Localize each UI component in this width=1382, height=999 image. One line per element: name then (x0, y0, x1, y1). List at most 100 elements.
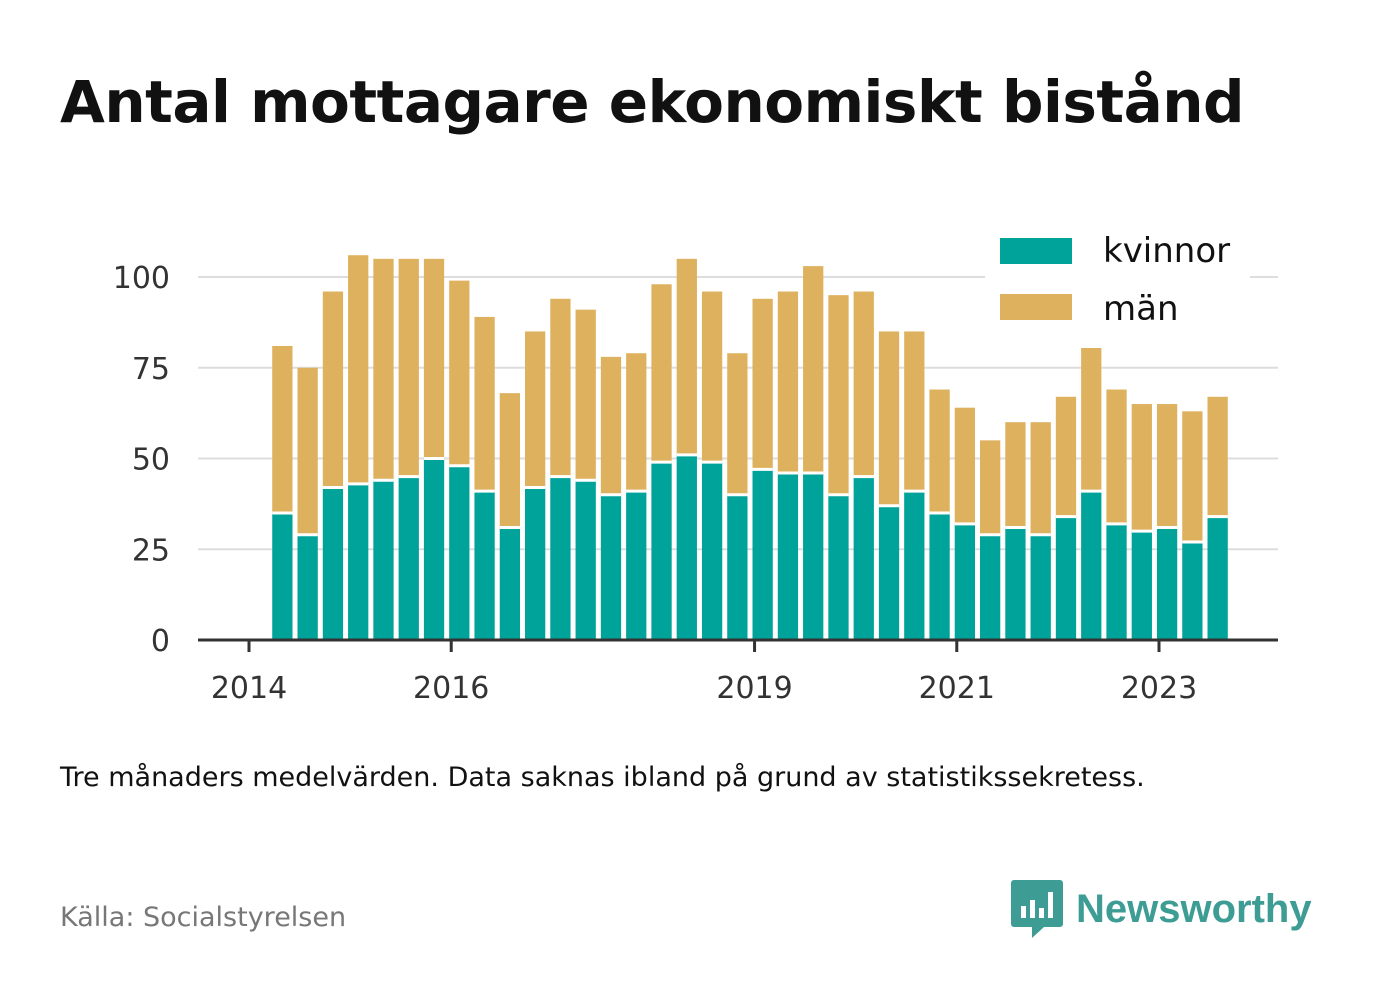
bar-man (752, 298, 773, 470)
bar-kvinnor (878, 505, 900, 640)
bar-man (1156, 404, 1178, 528)
brand-logo[interactable]: Newsworthy (1010, 878, 1312, 940)
bar-man (828, 295, 849, 495)
y-tick-label: 75 (132, 352, 170, 387)
bar-kvinnor (398, 476, 419, 640)
bar-man (373, 258, 394, 481)
bar-kvinnor (272, 512, 293, 640)
bar-man (1182, 411, 1203, 542)
legend-swatch-kvinnor (1000, 238, 1072, 264)
legend-label-kvinnor: kvinnor (1103, 231, 1230, 271)
x-tick-label: 2019 (716, 671, 792, 706)
bar-man (980, 440, 1001, 535)
brand-name: Newsworthy (1076, 886, 1312, 931)
bar-man (904, 331, 925, 492)
bar-man (1081, 345, 1102, 492)
bar-man (878, 331, 900, 506)
y-tick-label: 100 (113, 261, 170, 296)
bar-kvinnor (449, 465, 470, 640)
axis-layer: 0 25 50 75 100 2014 2016 2019 2021 2023 (113, 261, 1278, 706)
bar-man (423, 258, 445, 459)
bar-kvinnor (348, 483, 369, 640)
bar-man (575, 309, 596, 481)
bar-kvinnor (752, 469, 773, 640)
bar-kvinnor (777, 473, 799, 640)
bar-kvinnor (929, 512, 950, 640)
x-tick-label: 2023 (1121, 671, 1197, 706)
y-tick-label: 50 (132, 443, 170, 478)
bar-kvinnor (828, 494, 849, 640)
bar-man (676, 258, 697, 455)
bar-kvinnor (1106, 523, 1127, 640)
bar-man (727, 353, 748, 495)
bar-kvinnor (423, 458, 445, 640)
bar-man (954, 407, 976, 524)
y-tick-label: 0 (151, 624, 170, 659)
bar-kvinnor (1131, 531, 1152, 640)
bar-man (525, 331, 546, 488)
x-tick-label: 2021 (919, 671, 995, 706)
bar-kvinnor (1030, 534, 1051, 640)
bar-man (499, 393, 521, 528)
bar-kvinnor (904, 491, 925, 640)
bar-kvinnor (853, 476, 874, 640)
bar-kvinnor (651, 462, 672, 640)
bar-man (853, 291, 874, 477)
bar-man (600, 356, 622, 495)
bar-man (272, 345, 293, 513)
bar-man (1131, 404, 1152, 532)
y-tick-label: 25 (132, 533, 170, 568)
bar-kvinnor (1005, 527, 1026, 640)
bar-kvinnor (550, 476, 571, 640)
bar-kvinnor (297, 534, 318, 640)
bar-man (1055, 396, 1077, 517)
bar-man (398, 258, 419, 477)
bar-man (348, 255, 369, 484)
bar-kvinnor (600, 494, 622, 640)
bar-kvinnor (1182, 541, 1203, 640)
bar-layer (272, 255, 1228, 640)
bar-man (1106, 389, 1127, 524)
legend: kvinnor män (985, 222, 1250, 348)
bar-kvinnor (373, 480, 394, 640)
bar-man (1207, 396, 1228, 517)
bar-kvinnor (1081, 491, 1102, 640)
bar-man (626, 353, 647, 492)
bar-man (474, 316, 495, 492)
bar-kvinnor (474, 491, 495, 640)
bar-man (777, 291, 799, 474)
bar-man (651, 284, 672, 463)
bar-kvinnor (499, 527, 521, 640)
bar-kvinnor (525, 487, 546, 640)
legend-swatch-man (1000, 294, 1072, 320)
newsworthy-logo-icon (1011, 880, 1063, 938)
bar-man (929, 389, 950, 513)
x-tick-label: 2014 (211, 671, 287, 706)
bar-kvinnor (1207, 516, 1228, 640)
bar-kvinnor (1055, 516, 1077, 640)
bar-kvinnor (727, 494, 748, 640)
x-tick-label: 2016 (413, 671, 489, 706)
bar-man (1030, 422, 1051, 535)
bar-kvinnor (954, 523, 976, 640)
bar-man (449, 280, 470, 466)
chart-note: Tre månaders medelvärden. Data saknas ib… (60, 762, 1145, 793)
stacked-bar-chart: 0 25 50 75 100 2014 2016 2019 2021 2023 kvinnor mä… (112, 222, 1278, 706)
bar-man (803, 266, 824, 474)
bar-kvinnor (575, 480, 596, 640)
bar-man (550, 298, 571, 477)
bar-man (297, 367, 318, 535)
bar-kvinnor (701, 462, 723, 640)
bar-man (322, 291, 344, 488)
bar-kvinnor (322, 487, 344, 640)
bar-kvinnor (676, 454, 697, 640)
bar-kvinnor (803, 473, 824, 640)
bar-kvinnor (980, 534, 1001, 640)
legend-label-man: män (1103, 289, 1179, 329)
bar-kvinnor (626, 491, 647, 640)
chart-title: Antal mottagare ekonomiskt bistånd (60, 68, 1245, 136)
bar-kvinnor (1156, 527, 1178, 640)
bar-man (701, 291, 723, 463)
bar-man (1005, 422, 1026, 528)
source-text: Källa: Socialstyrelsen (60, 902, 347, 933)
